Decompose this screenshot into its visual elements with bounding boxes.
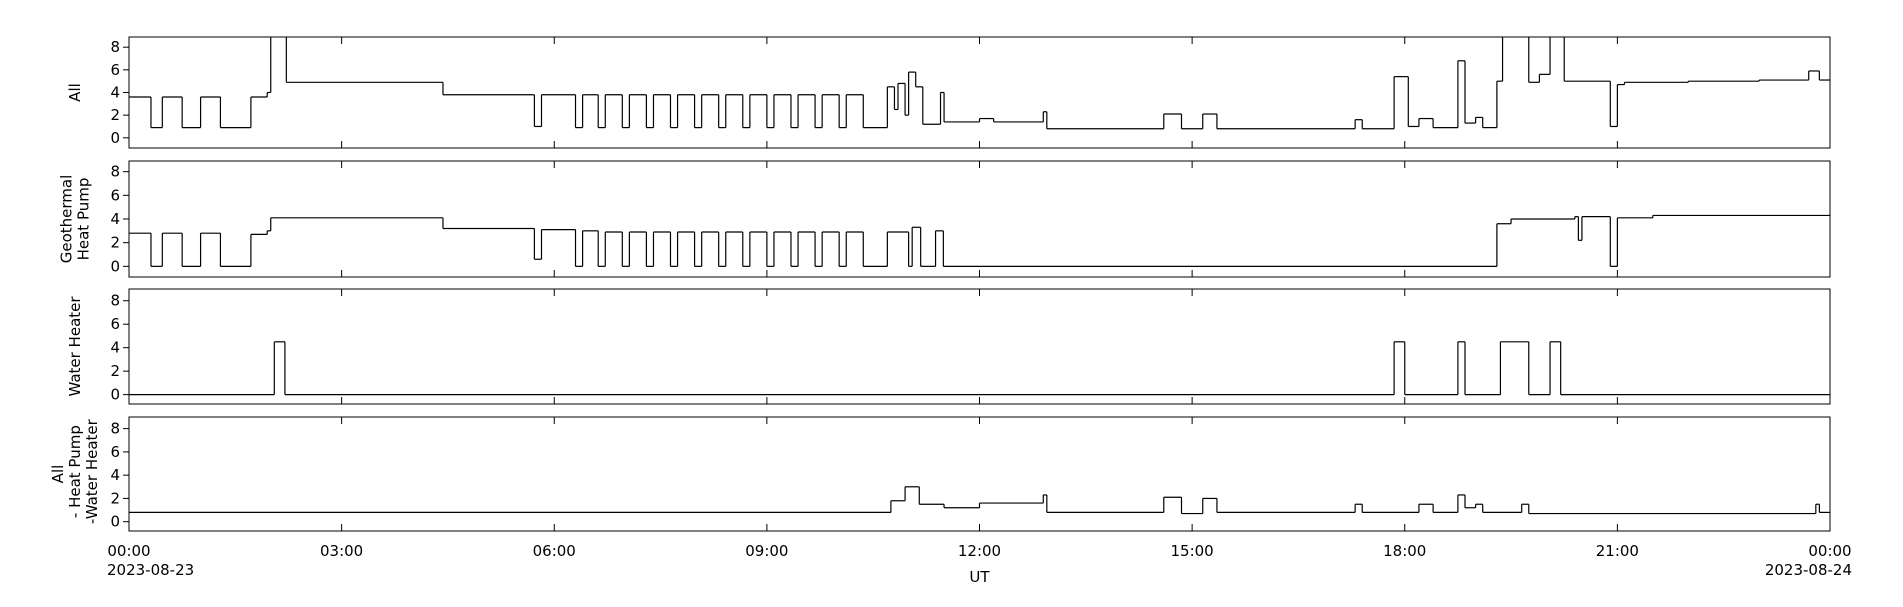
x-tick-label: 09:00 [745, 542, 788, 560]
series [129, 341, 1830, 396]
x-tick-label: 18:00 [1383, 542, 1426, 560]
y-axis-label: Geothermal [58, 175, 76, 264]
y-tick-label: 8 [110, 163, 120, 181]
series [129, 214, 1830, 267]
y-tick-label: 4 [110, 210, 120, 228]
y-tick-label: 6 [110, 61, 120, 79]
y-tick-label: 4 [110, 339, 120, 357]
x-tick-label: 00:00 [107, 542, 150, 560]
y-tick-label: 0 [110, 257, 120, 275]
y-tick-label: 8 [110, 292, 120, 310]
y-tick-label: 2 [110, 362, 120, 380]
y-axis-label: All [66, 83, 84, 102]
y-tick-label: 6 [110, 186, 120, 204]
x-axis-label: UT [969, 568, 990, 586]
y-axis-label: All [49, 465, 67, 484]
y-tick-label: 4 [110, 84, 120, 102]
series [129, 37, 1830, 130]
y-tick-label: 2 [110, 234, 120, 252]
y-tick-label: 0 [110, 129, 120, 147]
y-tick-label: 2 [110, 489, 120, 507]
x-date-label: 2023-08-24 [1765, 561, 1852, 579]
x-date-label: 2023-08-23 [107, 561, 194, 579]
x-tick-label: 06:00 [533, 542, 576, 560]
y-axis-label: -Water Heater [83, 418, 101, 528]
plot-frame [128, 288, 1831, 405]
y-tick-label: 0 [110, 513, 120, 531]
plot-frame [128, 36, 1831, 149]
x-tick-label: 21:00 [1596, 542, 1639, 560]
y-tick-label: 4 [110, 466, 120, 484]
x-tick-label: 03:00 [320, 542, 363, 560]
y-tick-label: 2 [110, 106, 120, 124]
y-axis-label: Water Heater [66, 296, 84, 397]
y-axis-label: - Heat Pump [66, 425, 84, 523]
y-tick-label: 8 [110, 420, 120, 438]
series [129, 486, 1830, 515]
y-tick-label: 8 [110, 38, 120, 56]
y-axis-label: Heat Pump [75, 178, 93, 261]
x-tick-label: 15:00 [1171, 542, 1214, 560]
y-tick-label: 6 [110, 443, 120, 461]
x-tick-label: 00:00 [1808, 542, 1851, 560]
x-tick-label: 12:00 [958, 542, 1001, 560]
y-tick-label: 0 [110, 386, 120, 404]
y-tick-label: 6 [110, 315, 120, 333]
